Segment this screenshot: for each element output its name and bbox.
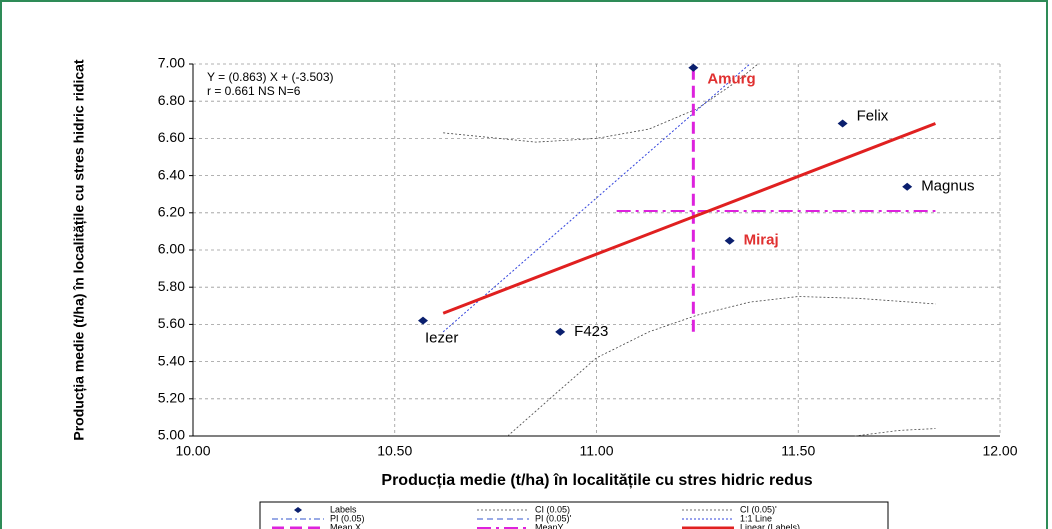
y-tick-label: 5.20 (158, 390, 185, 406)
x-axis-label: Producția medie (t/ha) în localitățile c… (381, 472, 812, 489)
legend-label: MeanY (535, 522, 564, 529)
point-label: Felix (857, 107, 889, 124)
legend-label: Labels (330, 504, 357, 514)
y-tick-label: 6.00 (158, 241, 185, 257)
y-tick-label: 5.80 (158, 278, 185, 294)
legend-label: CI (0.05)' (740, 504, 777, 514)
y-tick-label: 6.80 (158, 92, 185, 108)
legend-label: 1:1 Line (740, 513, 772, 523)
legend-box (259, 501, 889, 529)
line-series (443, 63, 936, 437)
legend-swatch (294, 507, 302, 513)
y-tick-label: 7.00 (158, 55, 185, 71)
y-tick-label: 5.60 (158, 315, 185, 331)
x-tick-label: 10.50 (377, 443, 412, 459)
point (555, 327, 566, 336)
point (417, 316, 428, 325)
point-label: Miraj (744, 232, 779, 249)
point-label: F423 (574, 323, 608, 340)
point-label: Magnus (921, 178, 974, 195)
y-tick-label: 6.40 (158, 166, 185, 182)
point-label: Amurg (707, 71, 755, 88)
annotation: r = 0.661 NS N=6 (207, 84, 301, 98)
point-label: Iezer (425, 330, 458, 347)
point (837, 119, 848, 128)
point (902, 182, 913, 191)
x-tick-label: 12.00 (982, 443, 1017, 459)
point (688, 63, 699, 72)
legend-label: Linear (Labels) (740, 522, 800, 529)
legend-label: Mean X (330, 522, 361, 529)
point (724, 236, 735, 245)
y-tick-label: 5.00 (158, 427, 185, 443)
y-axis-label: Producția medie (t/ha) în localitățile c… (71, 59, 87, 441)
line-series (442, 122, 936, 315)
line-series (854, 428, 936, 437)
legend-label: CI (0.05) (535, 504, 570, 514)
y-tick-label: 5.40 (158, 352, 185, 368)
x-tick-label: 11.50 (781, 443, 815, 459)
y-tick-label: 6.60 (158, 129, 185, 145)
legend-label: PI (0.05)' (535, 513, 572, 523)
annotation: Y = (0.863) X + (-3.503) (207, 70, 334, 84)
x-tick-label: 11.00 (580, 443, 614, 459)
x-tick-label: 10.00 (175, 443, 210, 459)
legend-label: PI (0.05) (330, 513, 365, 523)
y-tick-label: 6.20 (158, 204, 185, 220)
